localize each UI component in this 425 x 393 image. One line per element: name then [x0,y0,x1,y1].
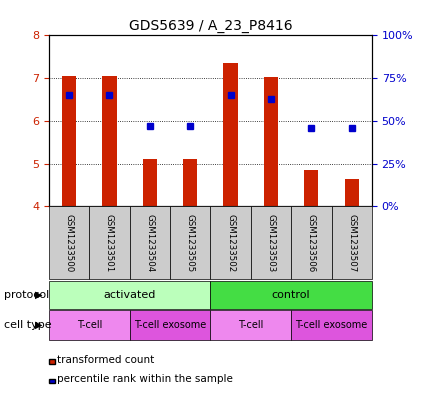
Text: activated: activated [103,290,156,300]
Text: GSM1233503: GSM1233503 [266,213,275,272]
Text: T-cell: T-cell [76,320,102,330]
Text: GSM1233504: GSM1233504 [145,213,154,272]
Bar [183,159,197,206]
Text: cell type: cell type [4,320,52,330]
Bar [224,63,238,206]
Bar [304,170,318,206]
Text: GSM1233500: GSM1233500 [65,213,74,272]
Bar [143,159,157,206]
Text: ▶: ▶ [35,290,43,300]
Text: GSM1233506: GSM1233506 [307,213,316,272]
Text: ▶: ▶ [35,320,43,330]
Text: GSM1233505: GSM1233505 [186,213,195,272]
Bar [264,77,278,206]
Text: GSM1233502: GSM1233502 [226,213,235,272]
Text: GSM1233507: GSM1233507 [347,213,356,272]
Title: GDS5639 / A_23_P8416: GDS5639 / A_23_P8416 [128,19,292,33]
Text: T-cell exosome: T-cell exosome [295,320,368,330]
Text: T-cell exosome: T-cell exosome [134,320,206,330]
Text: GSM1233501: GSM1233501 [105,213,114,272]
Text: T-cell: T-cell [238,320,264,330]
Bar [345,178,359,206]
Text: control: control [272,290,310,300]
Text: protocol: protocol [4,290,49,300]
Bar [62,76,76,206]
Bar [102,76,116,206]
Text: percentile rank within the sample: percentile rank within the sample [57,374,232,384]
Text: transformed count: transformed count [57,354,154,365]
